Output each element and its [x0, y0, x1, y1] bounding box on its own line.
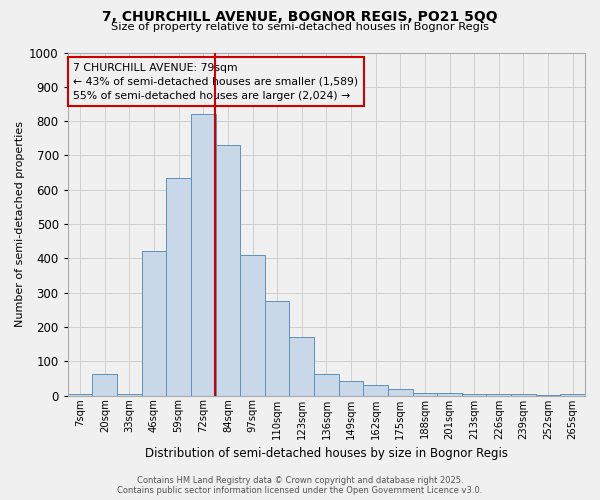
Bar: [339, 381, 364, 396]
X-axis label: Distribution of semi-detached houses by size in Bognor Regis: Distribution of semi-detached houses by …: [145, 447, 508, 460]
Text: 7, CHURCHILL AVENUE, BOGNOR REGIS, PO21 5QQ: 7, CHURCHILL AVENUE, BOGNOR REGIS, PO21 …: [102, 10, 498, 24]
Bar: [314, 374, 339, 396]
Bar: [166, 178, 191, 396]
Bar: [487, 394, 511, 396]
Bar: [462, 394, 487, 396]
Bar: [511, 394, 536, 396]
Bar: [437, 393, 462, 396]
Bar: [68, 394, 92, 396]
Bar: [215, 145, 240, 396]
Bar: [191, 114, 215, 396]
Text: Contains HM Land Registry data © Crown copyright and database right 2025.
Contai: Contains HM Land Registry data © Crown c…: [118, 476, 482, 495]
Text: 7 CHURCHILL AVENUE: 79sqm
← 43% of semi-detached houses are smaller (1,589)
55% : 7 CHURCHILL AVENUE: 79sqm ← 43% of semi-…: [73, 63, 358, 101]
Bar: [536, 395, 560, 396]
Bar: [142, 252, 166, 396]
Bar: [413, 393, 437, 396]
Bar: [560, 394, 585, 396]
Bar: [92, 374, 117, 396]
Y-axis label: Number of semi-detached properties: Number of semi-detached properties: [15, 121, 25, 327]
Bar: [265, 301, 289, 396]
Text: Size of property relative to semi-detached houses in Bognor Regis: Size of property relative to semi-detach…: [111, 22, 489, 32]
Bar: [388, 390, 413, 396]
Bar: [289, 337, 314, 396]
Bar: [364, 385, 388, 396]
Bar: [240, 255, 265, 396]
Bar: [117, 394, 142, 396]
